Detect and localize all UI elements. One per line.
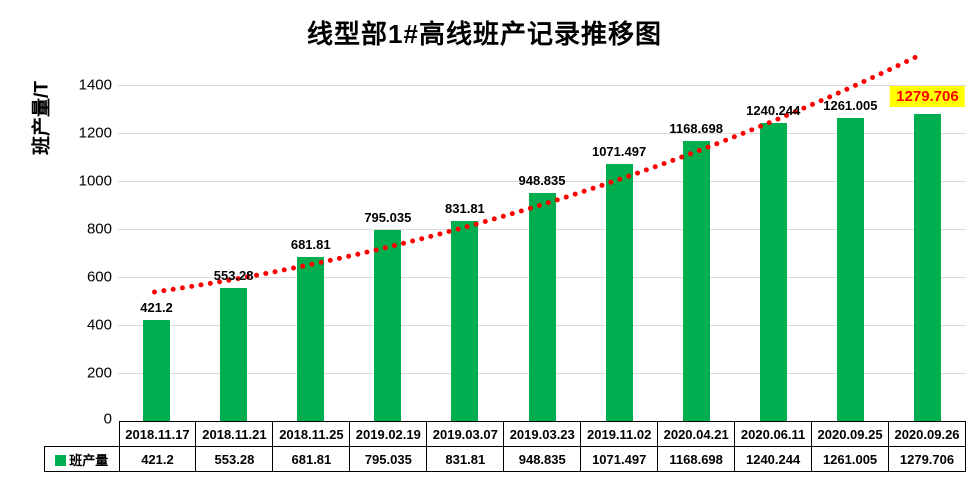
y-tick-label-0: 0 bbox=[103, 410, 112, 428]
table-value-cell: 421.2 bbox=[118, 446, 197, 472]
chart-title: 线型部1#高线班产记录推移图 bbox=[307, 19, 662, 49]
table-date-cell: 2020.09.25 bbox=[811, 421, 890, 447]
table-date-cell: 2018.11.21 bbox=[195, 421, 274, 447]
table-date-cell: 2019.03.23 bbox=[503, 421, 582, 447]
bar-value-label: 553.28 bbox=[213, 268, 254, 284]
legend-label: 班产量 bbox=[69, 452, 109, 468]
table-value-cell: 681.81 bbox=[272, 446, 351, 472]
table-value-cell: 795.035 bbox=[349, 446, 428, 472]
y-tick-label-600: 600 bbox=[86, 268, 112, 286]
table-date-cell: 2020.09.26 bbox=[888, 421, 966, 447]
table-value-cell: 948.835 bbox=[503, 446, 582, 472]
data-table: 2018.11.17 2018.11.21 2018.11.25 2019.02.19… bbox=[44, 421, 966, 472]
bar bbox=[143, 319, 171, 421]
bar-value-label-highlighted: 1279.706 bbox=[890, 85, 965, 107]
table-date-cell: 2019.02.19 bbox=[349, 421, 428, 447]
table-value-cell: 1261.005 bbox=[811, 446, 890, 472]
bar bbox=[220, 288, 248, 421]
table-date-cell: 2020.04.21 bbox=[657, 421, 736, 447]
bar-value-label: 948.835 bbox=[518, 173, 566, 189]
y-tick-label-400: 400 bbox=[86, 316, 112, 334]
bar-value-label: 421.2 bbox=[140, 299, 173, 315]
bar bbox=[759, 123, 787, 421]
bar bbox=[913, 113, 941, 421]
y-tick-label-800: 800 bbox=[86, 220, 112, 238]
table-row-dates: 2018.11.17 2018.11.21 2018.11.25 2019.02.19… bbox=[45, 421, 966, 447]
data-table-grid: 2018.11.17 2018.11.21 2018.11.25 2019.02.19… bbox=[44, 421, 966, 472]
bar bbox=[528, 193, 556, 421]
y-tick-label-1400: 1400 bbox=[78, 76, 112, 94]
table-value-cell: 1071.497 bbox=[580, 446, 659, 472]
bar-value-label: 1240.244 bbox=[746, 103, 801, 119]
table-corner-blank bbox=[45, 422, 120, 447]
bar bbox=[374, 230, 402, 421]
table-date-cell: 2018.11.17 bbox=[118, 421, 197, 447]
bar-value-label: 1261.005 bbox=[823, 98, 878, 114]
y-tick-label-1000: 1000 bbox=[78, 172, 112, 190]
series-swatch-icon bbox=[55, 454, 67, 466]
bar bbox=[682, 140, 710, 421]
bar-value-label: 681.81 bbox=[290, 237, 331, 253]
y-tick-label-200: 200 bbox=[86, 364, 112, 382]
table-date-cell: 2018.11.25 bbox=[272, 421, 351, 447]
y-tick-label-1200: 1200 bbox=[78, 124, 112, 142]
bar-value-label: 1168.698 bbox=[669, 120, 723, 136]
table-value-cell: 831.81 bbox=[426, 446, 505, 472]
bar bbox=[297, 257, 325, 421]
table-value-cell: 1240.244 bbox=[734, 446, 813, 472]
table-row-values: 班产量 421.2 553.28 681.81 795.035 831.81 948.83… bbox=[44, 446, 966, 472]
legend-cell: 班产量 bbox=[44, 446, 120, 472]
bar bbox=[605, 163, 633, 421]
bar-value-label: 1071.497 bbox=[591, 143, 647, 159]
table-date-cell: 2019.11.02 bbox=[580, 421, 659, 447]
bar bbox=[451, 221, 479, 421]
bar bbox=[836, 118, 864, 421]
table-value-cell: 1279.706 bbox=[888, 446, 966, 472]
bar-value-label: 831.81 bbox=[445, 201, 485, 217]
gridline-1400 bbox=[118, 84, 966, 86]
table-value-cell: 1168.698 bbox=[657, 446, 736, 472]
table-date-cell: 2020.06.11 bbox=[734, 421, 813, 447]
table-value-cell: 553.28 bbox=[195, 446, 274, 472]
bar-value-label: 795.035 bbox=[364, 210, 412, 226]
table-date-cell: 2019.03.07 bbox=[426, 421, 505, 447]
